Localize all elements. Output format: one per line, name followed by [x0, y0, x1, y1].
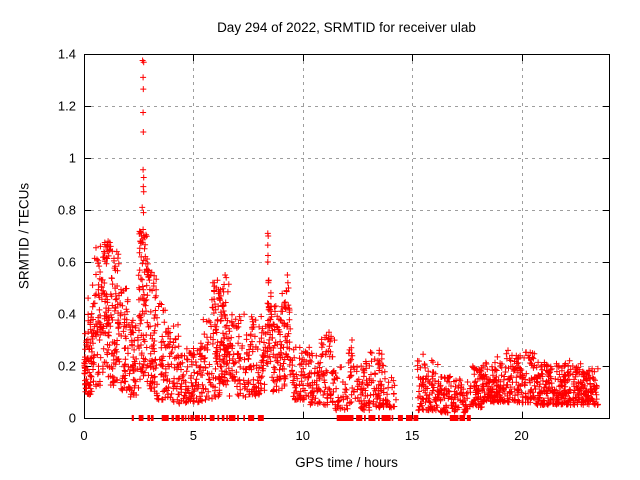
x-tick-label: 10 [296, 428, 310, 443]
y-tick-label: 0.4 [58, 307, 76, 322]
y-tick-label: 0.8 [58, 203, 76, 218]
y-tick-label: 1 [69, 151, 76, 166]
chart-title: Day 294 of 2022, SRMTID for receiver ula… [217, 20, 476, 35]
y-tick-label: 0.6 [58, 255, 76, 270]
x-tick-label: 0 [80, 428, 87, 443]
y-tick-label: 0.2 [58, 359, 76, 374]
x-tick-label: 5 [190, 428, 197, 443]
y-tick-label: 1.4 [58, 47, 76, 62]
y-tick-label: 0 [69, 411, 76, 426]
x-tick-label: 15 [405, 428, 419, 443]
grid-lines [84, 54, 609, 418]
x-axis-label: GPS time / hours [295, 455, 398, 470]
x-tick-label: 20 [514, 428, 528, 443]
y-tick-label: 1.2 [58, 99, 76, 114]
scatter-points [81, 57, 601, 416]
